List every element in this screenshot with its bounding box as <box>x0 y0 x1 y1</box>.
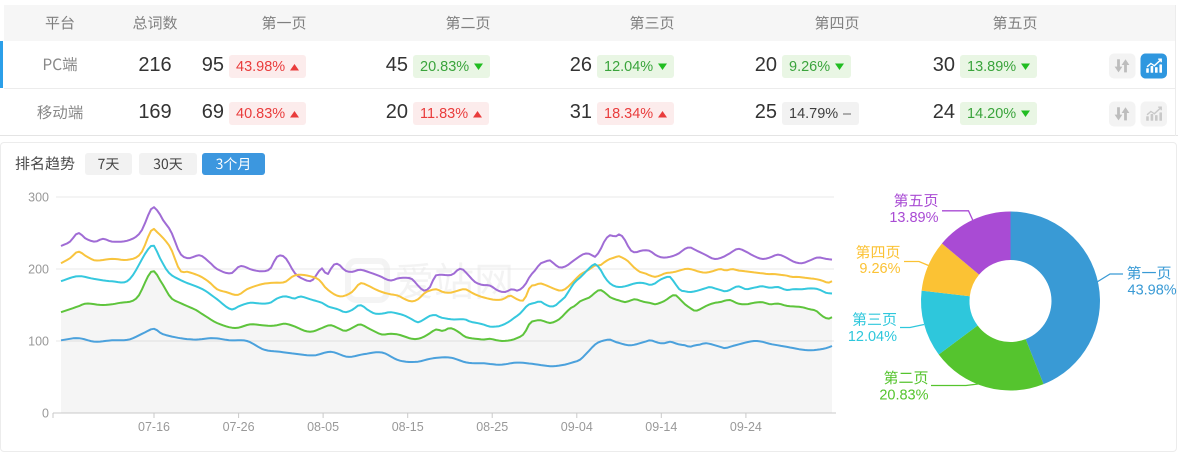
svg-text:20.83%: 20.83% <box>879 388 928 404</box>
svg-text:07-26: 07-26 <box>223 420 255 434</box>
svg-text:07-16: 07-16 <box>138 420 170 434</box>
svg-text:9.26%: 9.26% <box>859 261 900 277</box>
svg-text:13.89%: 13.89% <box>889 210 938 226</box>
svg-text:08-05: 08-05 <box>307 420 339 434</box>
svg-text:300: 300 <box>28 190 49 204</box>
svg-text:09-24: 09-24 <box>730 420 762 434</box>
svg-text:12.04%: 12.04% <box>848 329 897 345</box>
svg-text:09-04: 09-04 <box>561 420 593 434</box>
svg-text:43.98%: 43.98% <box>1128 283 1177 299</box>
svg-text:08-15: 08-15 <box>392 420 424 434</box>
svg-text:0: 0 <box>42 406 49 420</box>
svg-text:09-14: 09-14 <box>645 420 677 434</box>
svg-text:08-25: 08-25 <box>476 420 508 434</box>
svg-text:200: 200 <box>28 262 49 276</box>
svg-text:100: 100 <box>28 334 49 348</box>
